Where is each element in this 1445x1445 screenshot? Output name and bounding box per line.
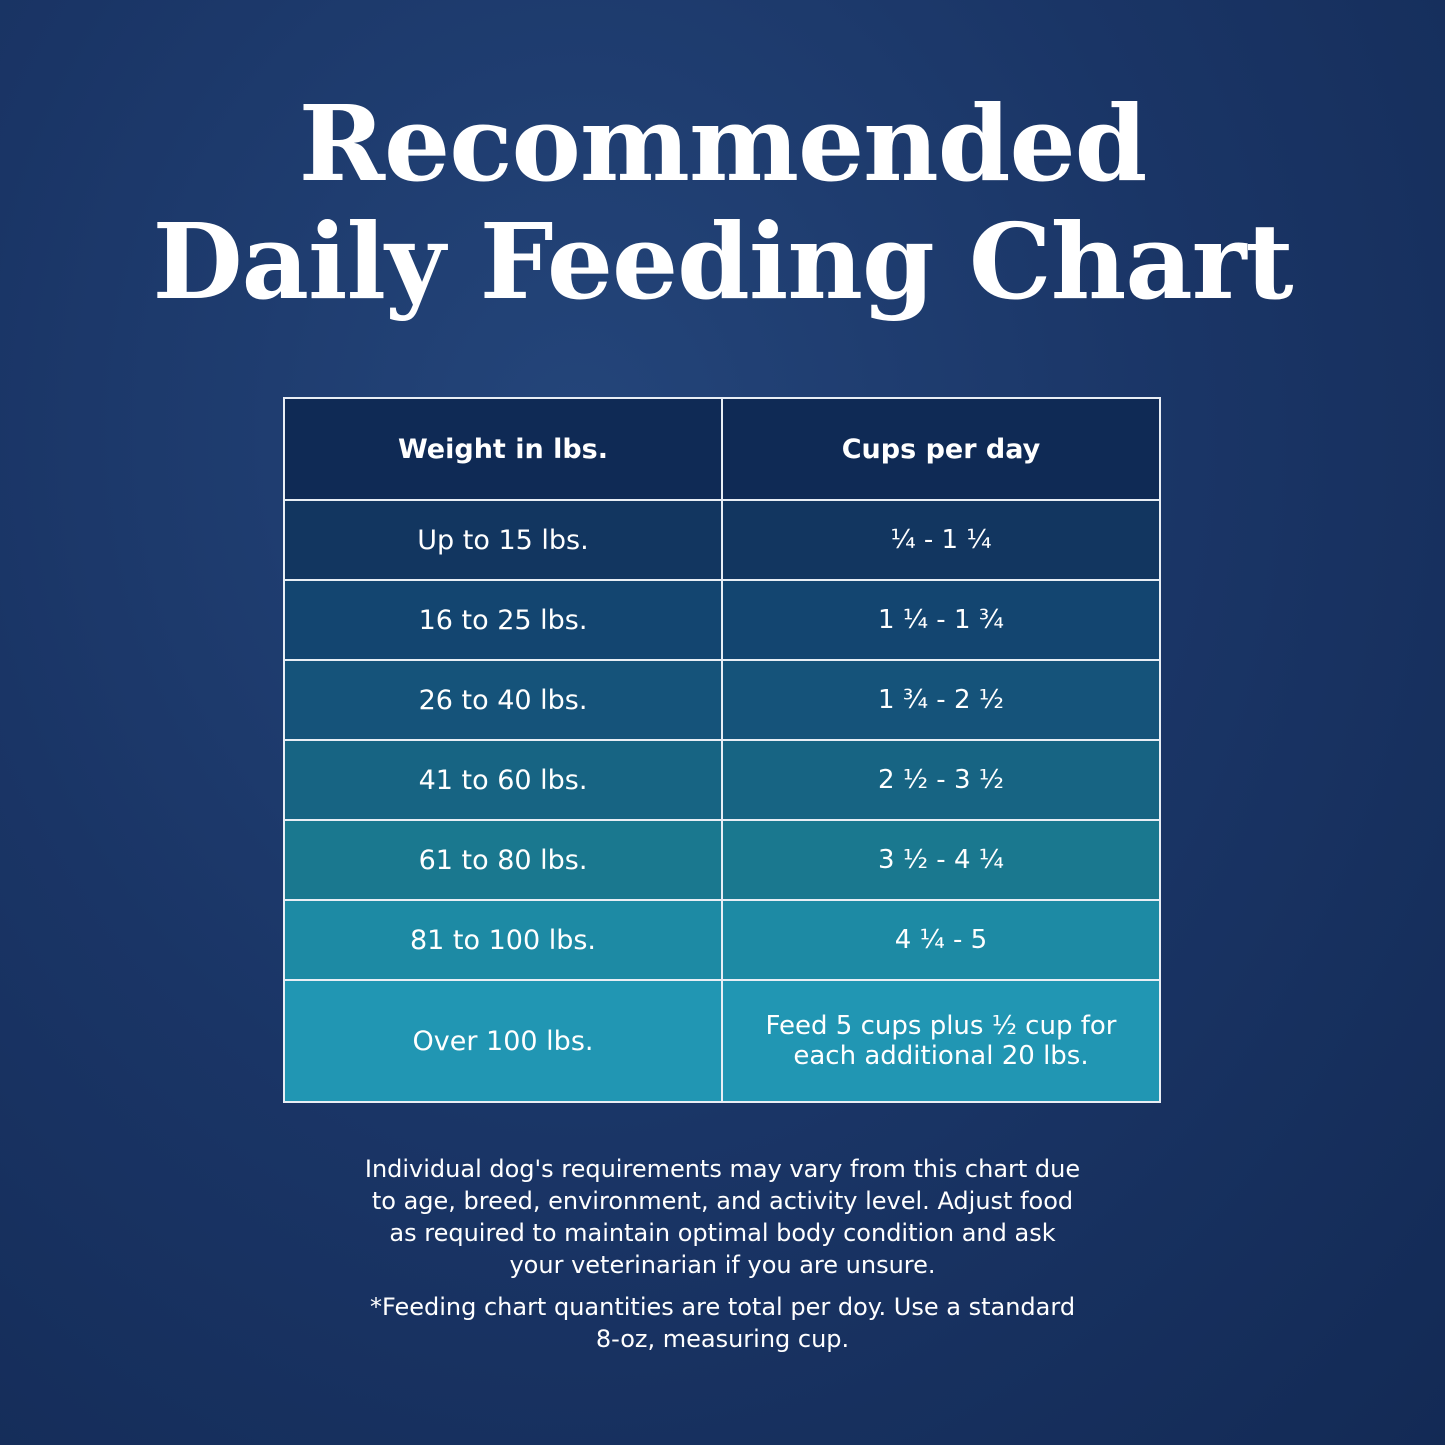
title-line: Daily Feeding Chart bbox=[152, 200, 1293, 323]
title: Recommended Daily Feeding Chart bbox=[0, 85, 1445, 321]
weight-cell: 41 to 60 lbs. bbox=[283, 739, 723, 821]
weight-cell: 81 to 100 lbs. bbox=[283, 899, 723, 981]
notes: Individual dog's requirements may vary f… bbox=[0, 1153, 1445, 1365]
cups-cell: 1 ¼ - 1 ¾ bbox=[721, 579, 1161, 661]
weight-cell: 26 to 40 lbs. bbox=[283, 659, 723, 741]
note: Individual dog's requirements may vary f… bbox=[364, 1155, 1081, 1279]
cups-cell: 1 ¾ - 2 ½ bbox=[721, 659, 1161, 741]
header-cell: Cups per day bbox=[721, 397, 1161, 501]
weight-cell: Over 100 lbs. bbox=[283, 979, 723, 1103]
header-row: Weight in lbs. Cups per day bbox=[283, 397, 1161, 501]
cups-cell: 2 ½ - 3 ½ bbox=[721, 739, 1161, 821]
feeding-table: Weight in lbs. Cups per day Up to 15 lbs… bbox=[283, 397, 1161, 1103]
header-cell: Weight in lbs. bbox=[283, 397, 723, 501]
table-row: 41 to 60 lbs. 2 ½ - 3 ½ bbox=[283, 739, 1161, 821]
weight-cell: Up to 15 lbs. bbox=[283, 499, 723, 581]
title-line: Recommended bbox=[298, 82, 1148, 205]
weight-cell: 61 to 80 lbs. bbox=[283, 819, 723, 901]
cups-cell: 4 ¼ - 5 bbox=[721, 899, 1161, 981]
cups-cell: 3 ½ - 4 ¼ bbox=[721, 819, 1161, 901]
cups-cell: Feed 5 cups plus ½ cup for each addition… bbox=[721, 979, 1161, 1103]
table-row: 61 to 80 lbs. 3 ½ - 4 ¼ bbox=[283, 819, 1161, 901]
cups-cell: ¼ - 1 ¼ bbox=[721, 499, 1161, 581]
table-body: Up to 15 lbs. ¼ - 1 ¼ 16 to 25 lbs. 1 ¼ - 1… bbox=[283, 499, 1161, 1103]
note: *Feeding chart quantities are total per … bbox=[369, 1293, 1076, 1353]
weight-cell: 16 to 25 lbs. bbox=[283, 579, 723, 661]
table-row: 16 to 25 lbs. 1 ¼ - 1 ¾ bbox=[283, 579, 1161, 661]
table-row: Up to 15 lbs. ¼ - 1 ¼ bbox=[283, 499, 1161, 581]
table-row: 26 to 40 lbs. 1 ¾ - 2 ½ bbox=[283, 659, 1161, 741]
table-row: 81 to 100 lbs. 4 ¼ - 5 bbox=[283, 899, 1161, 981]
table-row: Over 100 lbs. Feed 5 cups plus ½ cup for … bbox=[283, 979, 1161, 1103]
